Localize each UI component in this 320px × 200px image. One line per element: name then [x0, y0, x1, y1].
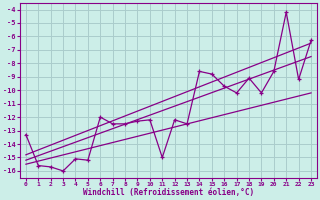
X-axis label: Windchill (Refroidissement éolien,°C): Windchill (Refroidissement éolien,°C)	[83, 188, 254, 197]
